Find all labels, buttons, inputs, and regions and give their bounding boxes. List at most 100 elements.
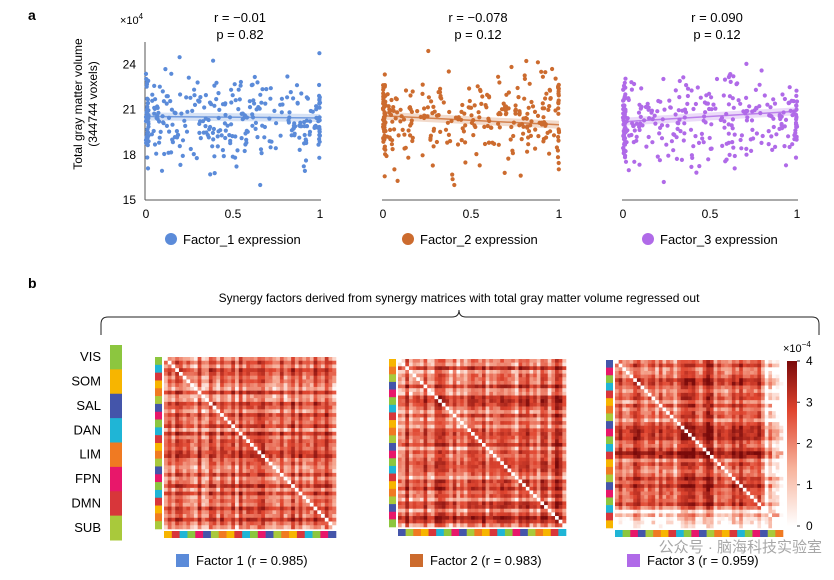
- heatmap-cell: [471, 406, 475, 411]
- heatmap-cell: [294, 514, 299, 519]
- network-strip-left: [155, 372, 162, 381]
- heatmap-cell: [467, 497, 472, 502]
- scatter-point: [556, 111, 561, 116]
- heatmap-cell: [478, 410, 483, 415]
- heatmap-cell: [529, 450, 534, 455]
- heatmap-cell: [167, 491, 172, 496]
- heatmap-cell: [298, 401, 303, 406]
- heatmap-cell: [250, 450, 255, 455]
- scatter-point: [621, 103, 627, 108]
- heatmap-cell: [171, 521, 176, 526]
- heatmap-cell: [223, 454, 228, 459]
- heatmap-cell: [317, 428, 322, 433]
- heatmap-cell: [482, 377, 486, 382]
- heatmap-cell: [558, 457, 563, 462]
- heatmap-cell: [460, 359, 465, 363]
- heatmap-cell: [328, 472, 333, 477]
- x-tick-label: 1: [556, 207, 563, 221]
- heatmap-cell: [268, 469, 273, 474]
- heatmap-cell: [223, 405, 228, 410]
- heatmap-cell: [321, 443, 326, 448]
- heatmap-cell: [231, 472, 236, 477]
- heatmap-cell: [302, 390, 307, 395]
- heatmap-cell: [503, 439, 508, 444]
- heatmap-cell: [313, 364, 318, 369]
- scatter-point: [794, 99, 800, 104]
- heatmap-cell: [398, 388, 402, 393]
- heatmap-cell: [533, 380, 538, 385]
- heatmap-cell: [456, 443, 461, 447]
- heatmap-cell: [503, 450, 508, 455]
- heatmap-cell: [287, 424, 292, 429]
- heatmap-cell: [279, 409, 284, 414]
- heatmap-cell: [190, 514, 195, 519]
- heatmap-cell: [208, 424, 213, 429]
- heatmap-cell: [551, 359, 556, 363]
- heatmap-cell: [313, 375, 318, 380]
- scatter-point: [536, 134, 541, 139]
- heatmap-cell: [456, 432, 461, 436]
- heatmap-cell: [201, 461, 206, 466]
- scatter-point: [523, 115, 528, 121]
- heatmap-cell: [178, 439, 183, 444]
- heatmap-cell: [533, 362, 538, 367]
- heatmap-cell: [238, 405, 243, 410]
- heatmap-cell: [321, 375, 326, 380]
- heatmap-cell: [167, 472, 172, 477]
- heatmap-cell: [518, 468, 523, 473]
- heatmap-cell: [291, 495, 296, 500]
- heatmap-cell: [276, 413, 281, 418]
- heatmap-cell: [401, 366, 406, 371]
- heatmap-cell: [212, 446, 217, 451]
- scatter-point: [408, 133, 413, 138]
- heatmap-cell: [467, 428, 472, 433]
- heatmap-cell: [401, 424, 406, 429]
- heatmap-cell: [456, 413, 461, 418]
- heatmap-cell: [408, 391, 413, 396]
- heatmap-cell: [171, 480, 176, 485]
- heatmap-cell: [276, 409, 281, 414]
- heatmap-cell: [253, 386, 258, 391]
- heatmap-cell: [456, 453, 461, 458]
- heatmap-cell: [511, 475, 516, 480]
- heatmap-cell: [482, 461, 486, 466]
- heatmap-cell: [306, 435, 311, 440]
- heatmap-cell: [253, 446, 258, 451]
- heatmap-cell: [500, 494, 505, 499]
- heatmap-cell: [427, 475, 432, 480]
- heatmap-cell: [408, 483, 413, 488]
- heatmap-cell: [438, 410, 443, 415]
- heatmap-cell: [235, 472, 240, 477]
- heatmap-cell: [525, 380, 530, 385]
- heatmap-cell: [540, 464, 545, 469]
- heatmap-cell: [514, 450, 519, 455]
- heatmap-cell: [268, 487, 273, 492]
- heatmap-cell: [489, 421, 494, 426]
- heatmap-cell: [419, 359, 424, 363]
- heatmap-cell: [276, 368, 281, 373]
- heatmap-cell: [503, 406, 508, 411]
- scatter-point: [766, 142, 771, 147]
- network-strip-bottom: [234, 531, 243, 538]
- heatmap-cell: [317, 394, 322, 399]
- heatmap-cell: [302, 360, 307, 365]
- heatmap-cell: [294, 371, 299, 376]
- heatmap-cell: [313, 390, 318, 395]
- heatmap-cell: [547, 428, 552, 433]
- heatmap-cell: [518, 472, 523, 477]
- heatmap-cell: [489, 395, 494, 400]
- heatmap-cell: [306, 379, 311, 384]
- heatmap-cell: [456, 395, 461, 400]
- heatmap-cell: [544, 366, 549, 371]
- heatmap-cell: [302, 420, 307, 425]
- heatmap-cell: [306, 443, 311, 448]
- heatmap-cell: [489, 391, 494, 396]
- x-tick-label: 0: [380, 207, 387, 221]
- heatmap-cell: [227, 424, 232, 429]
- heatmap-cell: [438, 421, 443, 426]
- scatter-point: [739, 146, 744, 151]
- scatter-point: [146, 133, 151, 138]
- scatter-point: [467, 105, 472, 110]
- heatmap-cell: [257, 375, 262, 380]
- heatmap-cell: [298, 499, 303, 504]
